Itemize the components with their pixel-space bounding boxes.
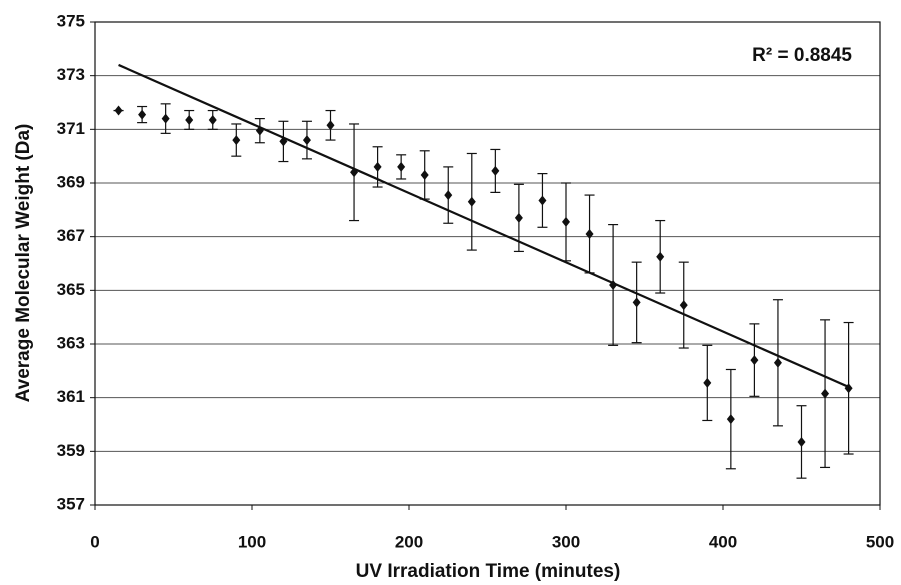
data-point <box>373 161 382 172</box>
data-point <box>703 377 712 388</box>
data-point <box>138 109 147 120</box>
data-point <box>821 388 830 399</box>
data-point <box>444 190 453 201</box>
data-point <box>679 300 688 311</box>
data-point <box>844 383 853 394</box>
y-tick-label: 357 <box>57 494 85 513</box>
data-point <box>350 167 359 178</box>
data-point <box>161 113 170 124</box>
data-point <box>656 251 665 262</box>
data-point <box>632 297 641 308</box>
x-tick-label: 100 <box>238 532 266 551</box>
x-tick-label: 500 <box>866 532 894 551</box>
data-point <box>726 414 735 425</box>
data-point <box>114 105 123 116</box>
x-tick-label: 300 <box>552 532 580 551</box>
y-tick-label: 363 <box>57 333 85 352</box>
data-point <box>302 135 311 146</box>
data-point <box>185 114 194 125</box>
data-point <box>420 169 429 180</box>
data-point <box>609 279 618 290</box>
data-point <box>279 136 288 147</box>
data-point <box>326 120 335 131</box>
data-point <box>773 357 782 368</box>
data-point <box>538 195 547 206</box>
data-point <box>797 436 806 447</box>
data-point <box>208 114 217 125</box>
data-point <box>562 216 570 227</box>
x-tick-label: 0 <box>90 532 99 551</box>
y-tick-label: 373 <box>57 65 85 84</box>
trendline <box>118 63 850 388</box>
y-tick-label: 359 <box>57 441 85 460</box>
y-tick-label: 367 <box>57 226 85 245</box>
data-point <box>255 125 264 136</box>
y-axis-title: Average Molecular Weight (Da) <box>13 124 34 403</box>
data-point <box>491 165 500 176</box>
data-point <box>514 212 523 223</box>
plot-frame <box>94 21 881 506</box>
x-tick-label: 200 <box>395 532 423 551</box>
data-point <box>750 355 759 366</box>
data-point <box>232 135 241 146</box>
y-tick-label: 369 <box>57 172 85 191</box>
data-point <box>585 228 594 239</box>
data-point <box>467 196 476 207</box>
x-axis-title: UV Irradiation Time (minutes) <box>356 561 621 582</box>
y-tick-label: 375 <box>57 11 85 30</box>
y-tick-label: 361 <box>57 387 85 406</box>
data-point <box>397 161 406 172</box>
x-tick-label: 400 <box>709 532 737 551</box>
annotation: R² = 0.8845 <box>752 45 852 66</box>
y-tick-label: 365 <box>57 280 85 299</box>
y-tick-label: 371 <box>57 119 85 138</box>
